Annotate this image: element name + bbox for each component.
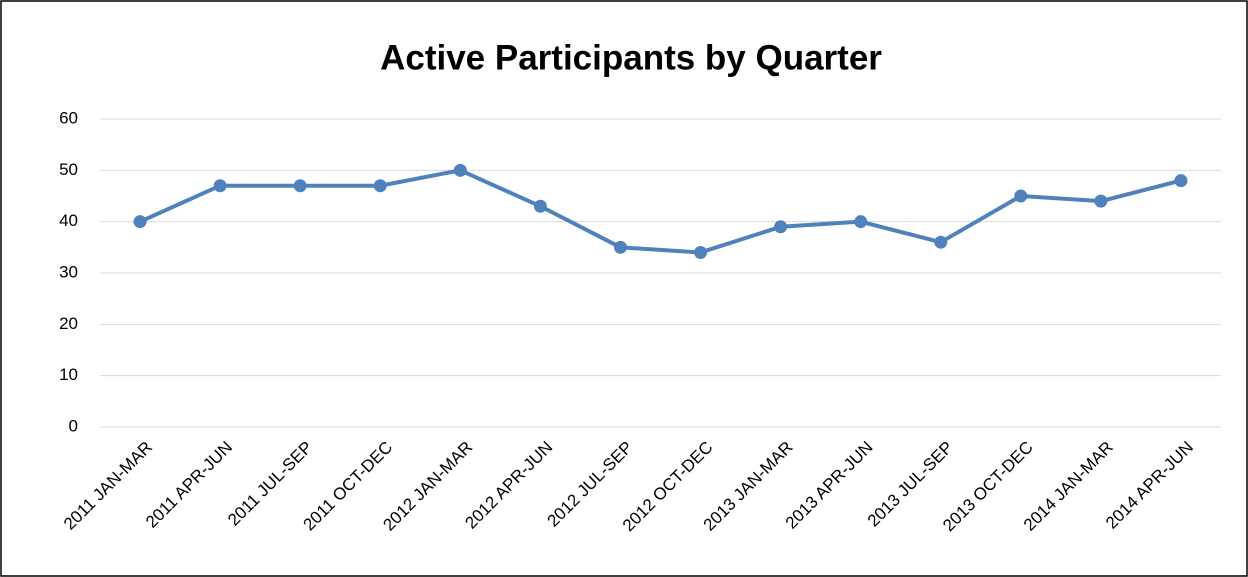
data-point [854, 215, 868, 229]
y-tick-label: 30 [59, 262, 78, 281]
data-point [453, 163, 467, 177]
y-tick-label: 0 [69, 416, 78, 435]
y-tick-label: 10 [59, 365, 78, 384]
y-tick-label: 60 [59, 108, 78, 127]
data-point [934, 235, 948, 249]
data-point [293, 179, 307, 193]
data-point [373, 179, 387, 193]
data-point [1014, 189, 1028, 203]
data-point [1094, 194, 1108, 208]
chart-title: Active Participants by Quarter [380, 38, 882, 77]
data-point [613, 240, 627, 254]
data-point [533, 199, 547, 213]
y-tick-label: 50 [59, 160, 78, 179]
data-point [1174, 174, 1188, 188]
data-point [774, 220, 788, 234]
y-tick-label: 20 [59, 314, 78, 333]
data-point [694, 245, 708, 259]
y-tick-label: 40 [59, 211, 78, 230]
data-point [133, 215, 147, 229]
data-line [139, 168, 1182, 255]
data-point [213, 179, 227, 193]
